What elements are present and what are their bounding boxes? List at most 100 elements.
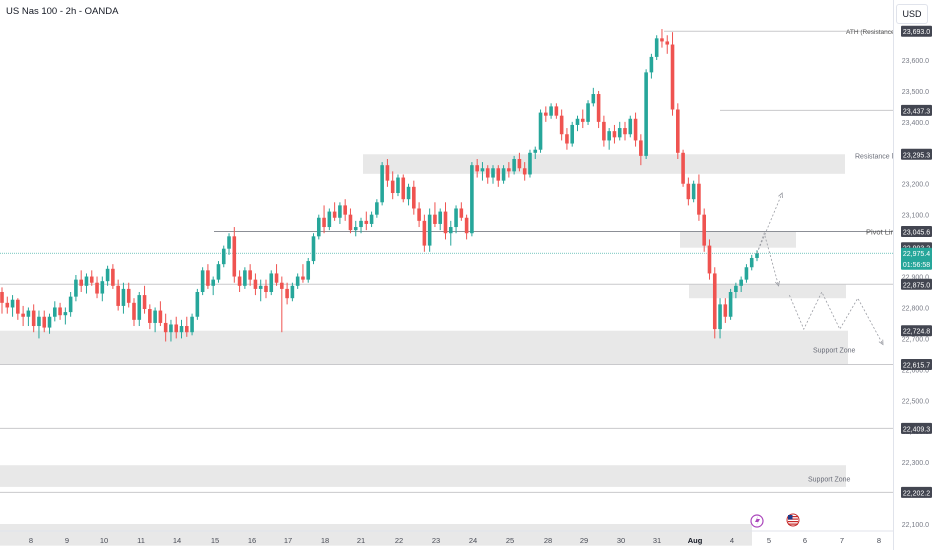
candle-body (380, 165, 384, 203)
candle-body (686, 183, 691, 200)
candle-body (702, 214, 707, 246)
price-tag (901, 247, 932, 270)
candle-body (681, 152, 685, 184)
events-layer (750, 513, 800, 528)
candle-body (628, 118, 633, 135)
price-tag-label: 23,693.0 (903, 29, 930, 36)
candle-body (322, 217, 326, 228)
candle-body (84, 276, 89, 286)
candle-body (565, 134, 569, 144)
time-tick-label: 30 (617, 536, 625, 545)
candle-body (253, 279, 258, 289)
candle-body (37, 316, 41, 327)
time-tick-label: 31 (653, 536, 661, 545)
candle-body (200, 270, 205, 292)
candle-body (528, 152, 532, 175)
projection-path (756, 192, 783, 254)
flag-stripe (788, 523, 798, 525)
candle-body (163, 322, 168, 333)
price-tag (901, 486, 932, 498)
candles-layer (0, 29, 759, 342)
candle-body (206, 270, 210, 286)
currency-button[interactable]: USD (896, 4, 928, 24)
price-tick-label: 22,100.0 (902, 522, 929, 529)
time-tick-label: 17 (284, 536, 292, 545)
price-tick-label: 23,500.0 (902, 89, 929, 96)
time-tick-label: 18 (321, 536, 329, 545)
candle-body (89, 276, 94, 283)
candle-body (665, 41, 670, 45)
candle-body (707, 245, 712, 274)
candle-body (633, 118, 638, 141)
candle-body (501, 168, 506, 181)
candle-body (248, 270, 252, 280)
candle-body (602, 121, 606, 141)
candle-body (417, 208, 421, 221)
time-tick-label: 5 (767, 536, 771, 545)
candle-body (190, 316, 194, 333)
candle-body (491, 168, 495, 178)
candle-body (480, 168, 485, 172)
price-tag-label: 22,875.0 (903, 282, 930, 289)
time-tick-label: 8 (877, 536, 881, 545)
candle-body (100, 281, 105, 294)
candle-body (734, 285, 738, 292)
candle-body (691, 183, 696, 200)
candle-body (512, 158, 516, 172)
candle-body (586, 103, 590, 122)
time-tick-label: 28 (544, 536, 552, 545)
candle-body (311, 236, 316, 262)
price-tick-label: 23,400.0 (902, 120, 929, 127)
candle-body (179, 326, 184, 333)
candle-body (475, 165, 479, 172)
price-tag-label: 22,202.2 (903, 490, 930, 497)
candle-body (58, 307, 62, 316)
candle-body (533, 149, 538, 153)
price-tick-label: 22,600.0 (902, 367, 929, 374)
candle-body (390, 180, 395, 194)
level-label: Pivot Line (866, 227, 899, 236)
candle-body (332, 211, 337, 218)
candle-body (174, 324, 179, 333)
candle-body (301, 276, 305, 280)
zones-layer: Resistance line Support Zone Support Zone (0, 153, 903, 546)
candle-body (343, 205, 347, 215)
candle-body (316, 217, 321, 237)
zone-rect (0, 524, 752, 546)
candle-body (16, 299, 20, 314)
candle-body (280, 282, 284, 289)
candle-body (306, 261, 311, 280)
candle-body (132, 302, 136, 320)
candle-body (385, 165, 390, 181)
zone-label: Support Zone (813, 347, 856, 354)
candle-body (712, 273, 717, 330)
candle-body (227, 236, 231, 249)
candle-body (353, 227, 358, 231)
candle-body (749, 257, 754, 268)
candle-body (142, 295, 147, 310)
candle-body (184, 326, 189, 333)
us-flag-icon (786, 513, 800, 527)
candle-body (232, 236, 237, 277)
price-tag-label: 23,045.6 (903, 229, 930, 236)
candle-body (290, 285, 295, 299)
candle-body (676, 109, 680, 153)
zone-rect (689, 284, 846, 299)
time-tick-label: 4 (730, 536, 734, 545)
candle-body (369, 214, 374, 224)
candle-body (554, 106, 559, 116)
time-tick-label: 10 (100, 536, 108, 545)
price-tick-label: 22,500.0 (902, 398, 929, 405)
candle-body (258, 285, 263, 289)
price-tick-label: 22,800.0 (902, 305, 929, 312)
candle-body (21, 313, 25, 317)
countdown-label: 01:56:58 (903, 262, 930, 269)
zone-rect (0, 330, 848, 365)
candle-body (448, 227, 453, 234)
candle-body (507, 168, 511, 172)
price-axis[interactable]: 22,100.022,200.022,300.022,400.022,500.0… (893, 0, 932, 550)
time-tick-label: 9 (65, 536, 69, 545)
candle-body (427, 214, 432, 246)
candle-body (433, 214, 437, 224)
